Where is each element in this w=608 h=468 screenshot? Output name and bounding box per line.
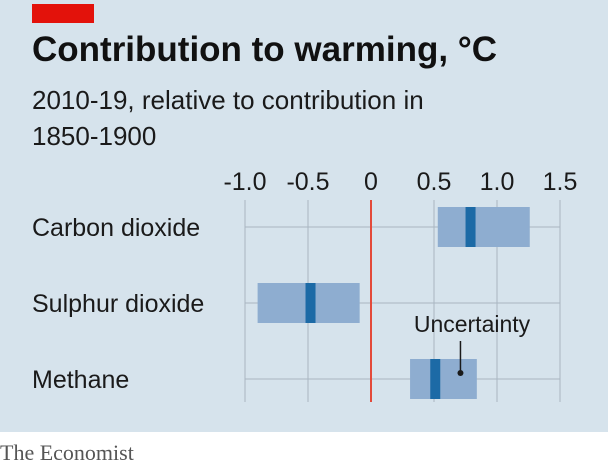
x-tick-label: 1.5 bbox=[543, 168, 578, 196]
category-label: Methane bbox=[32, 366, 129, 394]
x-tick-label: -0.5 bbox=[286, 168, 329, 196]
chart-plot: -1.0 -0.5 0 0.5 1.0 1.5 Carbon dioxide Sulphur … bbox=[32, 168, 578, 402]
x-tick-label: 0.5 bbox=[417, 168, 452, 196]
chart-subtitle: 2010-19, relative to contribution in 185… bbox=[32, 85, 424, 151]
x-tick-label: -1.0 bbox=[223, 168, 266, 196]
category-label: Sulphur dioxide bbox=[32, 290, 204, 318]
uncertainty-range-bar bbox=[410, 359, 477, 399]
central-estimate-marker bbox=[430, 359, 441, 399]
annotation-label: Uncertainty bbox=[414, 311, 531, 337]
uncertainty-range-bar bbox=[437, 207, 530, 247]
chart-title: Contribution to warming, °C bbox=[32, 30, 498, 69]
annotation-dot bbox=[457, 370, 464, 376]
central-estimate-marker bbox=[465, 207, 476, 247]
source-credit: The Economist bbox=[0, 440, 134, 465]
x-tick-label: 0 bbox=[364, 168, 378, 196]
category-label: Carbon dioxide bbox=[32, 214, 200, 242]
x-tick-label: 1.0 bbox=[480, 168, 515, 196]
brand-red-tag bbox=[32, 4, 94, 23]
central-estimate-marker bbox=[305, 283, 316, 323]
